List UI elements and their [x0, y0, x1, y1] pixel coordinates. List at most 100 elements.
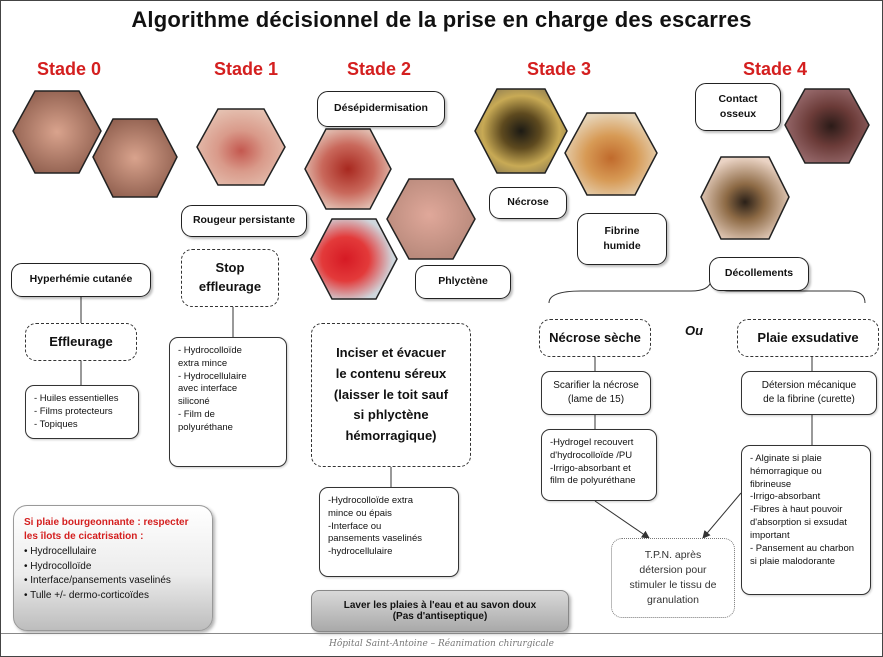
photo-stage3-a — [474, 88, 568, 174]
list-item: -Hydrogel recouvert — [550, 437, 634, 448]
stage3-treatment-list: -Hydrogel recouvert d'hydrocolloïde /PU … — [541, 429, 657, 501]
stage1-sign-rougeur: Rougeur persistante — [181, 205, 307, 237]
list-item: -Interface ou — [328, 520, 382, 532]
list-item: • Interface/pansements vaselinés — [24, 575, 171, 586]
list-item-text: Hydrocellulaire — [30, 546, 97, 557]
stage4-sign-decollements: Décollements — [709, 257, 809, 291]
photo-stage0-a — [12, 90, 102, 174]
tpn-line: granulation — [647, 594, 699, 607]
stage0-action-effleurage: Effleurage — [25, 323, 137, 361]
list-item: polyuréthane — [178, 421, 233, 433]
list-item: si plaie malodorante — [750, 555, 836, 567]
photo-stage4-b — [700, 156, 790, 240]
tpn-box: T.P.N. après détersion pour stimuler le … — [611, 538, 735, 618]
stage2-action-inciser: Inciser et évacuer le contenu séreux (la… — [311, 323, 471, 467]
stage3-sign-fibrine-humide: Fibrine humide — [577, 213, 667, 265]
tpn-line: T.P.N. après — [644, 548, 702, 561]
ou-label: Ou — [685, 323, 704, 338]
footer-credit: Hôpital Saint-Antoine – Réanimation chir… — [1, 633, 882, 656]
list-item-text: Interface/pansements vaselinés — [30, 575, 171, 586]
stage4-branch-plaie-exsudative: Plaie exsudative — [737, 319, 879, 357]
stage4-sign-contact-osseux: Contact osseux — [695, 83, 781, 131]
list-item: d'absorption si exsudat — [750, 517, 847, 529]
photo-stage3-b — [564, 112, 658, 196]
stage2-action-line: le contenu séreux — [335, 365, 447, 381]
list-item: pansements vaselinés — [328, 533, 422, 545]
list-item: siliconé — [178, 396, 210, 408]
list-item: - Topiques — [34, 418, 78, 430]
list-item: film de polyuréthane — [550, 475, 636, 487]
stage2-sign-desepidermisation: Désépidermisation — [317, 91, 445, 127]
list-item: -hydrocellulaire — [328, 546, 393, 558]
list-item: - Huiles essentielles — [34, 393, 119, 404]
stage4-step-line: Détersion mécanique — [761, 380, 857, 391]
stage1-treatment-list: - Hydrocolloïde extra mince - Hydrocellu… — [169, 337, 287, 467]
stage0-treatment-list: - Huiles essentielles - Films protecteur… — [25, 385, 139, 439]
stage3-step-line: (lame de 15) — [567, 393, 625, 405]
diagram-title: Algorithme décisionnel de la prise en ch… — [131, 7, 752, 32]
laver-box: Laver les plaies à l'eau et au savon dou… — [311, 590, 569, 632]
list-item: -Irrigo-absorbant et — [550, 462, 631, 474]
photo-stage2-a — [304, 128, 392, 210]
stage1-action-line: effleurage — [198, 279, 262, 294]
bourgeonnante-box: Si plaie bourgeonnante : respecter les î… — [13, 505, 213, 631]
stage-0-label: Stade 0 — [37, 59, 102, 79]
list-item: - Alginate si plaie — [750, 453, 822, 464]
list-item: fibrineuse — [750, 478, 792, 490]
list-item: hémorragique ou — [750, 465, 822, 477]
arrow-s4-tpn — [702, 492, 742, 539]
list-item: - Films protecteurs — [34, 405, 113, 417]
stage4-sign-line: Contact — [718, 92, 758, 105]
photo-stage2-b — [386, 178, 476, 260]
stage0-sign-hyperhemie: Hyperhémie cutanée — [11, 263, 151, 297]
stage-1-label: Stade 1 — [214, 59, 279, 79]
stage3-sign-line: Fibrine — [604, 224, 640, 237]
stage4-step-line: de la fibrine (curette) — [763, 393, 855, 405]
stage4-sign-line: osseux — [719, 108, 757, 120]
list-item-text: Hydrocolloïde — [30, 560, 92, 572]
tpn-line: détersion pour — [639, 563, 707, 576]
stage-2-label: Stade 2 — [347, 59, 412, 79]
stage3-sign-necrose: Nécrose — [489, 187, 567, 219]
stage2-action-line: (laisser le toit sauf — [333, 386, 449, 402]
laver-line: (Pas d'antiseptique) — [392, 611, 488, 622]
list-item: mince ou épais — [328, 507, 392, 519]
stage4-step-detersion: Détersion mécanique de la fibrine (curet… — [741, 371, 877, 415]
list-item: - Pansement au charbon — [750, 542, 855, 554]
list-item: extra mince — [178, 357, 228, 369]
list-item: -Fibres à haut pouvoir — [750, 504, 843, 516]
stage3-branch-necrose-seche: Nécrose sèche — [539, 319, 651, 357]
arrow-s3-tpn — [594, 500, 650, 539]
stage4-treatment-list: - Alginate si plaie hémorragique ou fibr… — [741, 445, 871, 595]
list-item: - Film de — [178, 409, 215, 421]
wound-photos — [12, 88, 870, 300]
stage2-treatment-list: -Hydrocolloïde extra mince ou épais -Int… — [319, 487, 459, 577]
bourgeonnante-heading: Si plaie bourgeonnante : respecter — [24, 517, 189, 528]
stage3-step-scarifier: Scarifier la nécrose (lame de 15) — [541, 371, 651, 415]
stage1-action-stop-effleurage: Stop effleurage — [181, 249, 279, 307]
list-item-text: Tulle +/- dermo-corticoïdes — [30, 589, 149, 601]
stage2-sign-phlyctene: Phlyctène — [415, 265, 511, 299]
stage3-step-line: Scarifier la nécrose — [553, 380, 639, 391]
list-item: -Hydrocolloïde extra — [328, 495, 414, 506]
list-item: -Irrigo-absorbant — [750, 491, 821, 503]
list-item: important — [750, 529, 790, 541]
list-item: • Tulle +/- dermo-corticoïdes — [24, 589, 149, 601]
list-item: - Hydrocolloïde — [178, 345, 242, 356]
stage1-action-line: Stop — [215, 260, 245, 276]
stage-4-label: Stade 4 — [743, 59, 808, 79]
photo-stage1 — [196, 108, 286, 186]
stage3-sign-line: humide — [603, 240, 641, 252]
bourgeonnante-heading: les îlots de cicatrisation : — [24, 530, 144, 542]
photo-stage2-c — [310, 218, 398, 300]
list-item: d'hydrocolloïde /PU — [550, 449, 633, 461]
stage2-action-line: hémorragique) — [345, 428, 437, 444]
photo-stage4-a — [784, 88, 870, 164]
list-item: • Hydrocolloïde — [24, 560, 92, 572]
stage-3-label: Stade 3 — [527, 59, 592, 79]
stage2-action-line: si phlyctène — [353, 407, 429, 423]
list-item: - Hydrocellulaire — [178, 370, 247, 382]
stage2-action-line: Inciser et évacuer — [336, 345, 446, 360]
laver-line: Laver les plaies à l'eau et au savon dou… — [343, 600, 537, 611]
